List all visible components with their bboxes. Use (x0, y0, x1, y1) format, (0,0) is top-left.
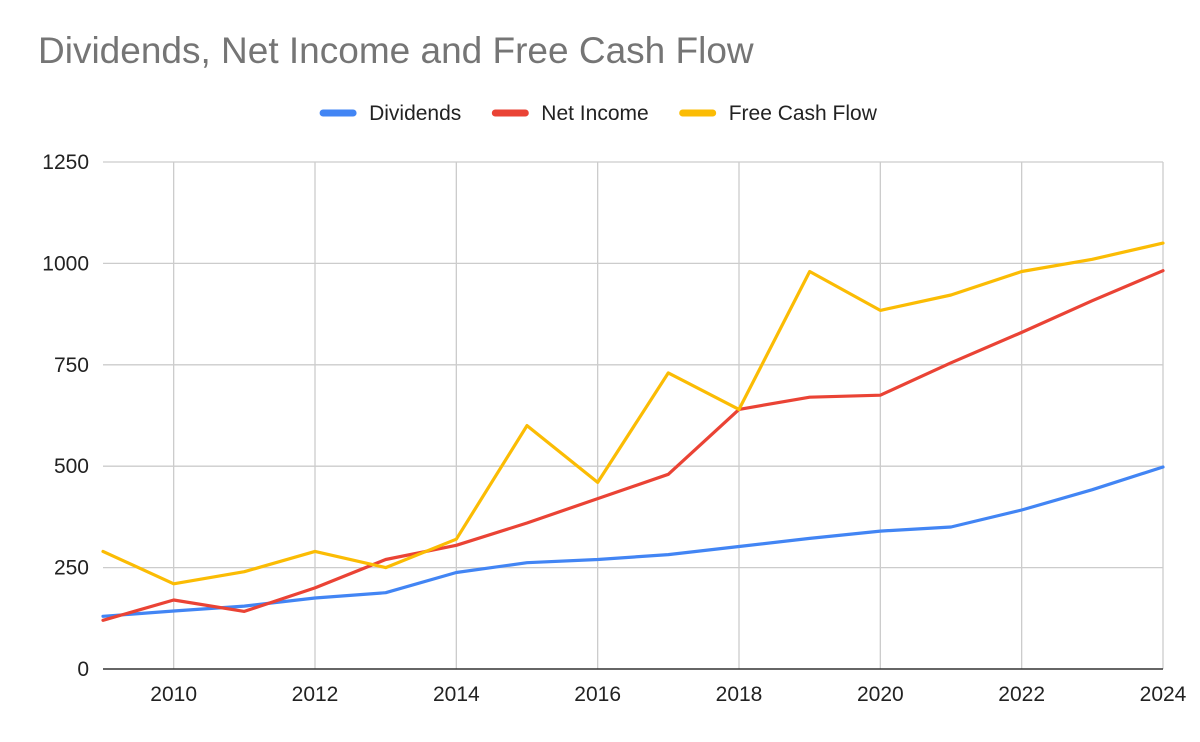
x-tick-label: 2016 (574, 683, 621, 706)
legend-label: Dividends (369, 102, 461, 125)
y-tick-label: 0 (77, 658, 89, 681)
grid (103, 161, 1164, 669)
x-tick-label: 2012 (292, 683, 339, 706)
legend-label: Free Cash Flow (729, 102, 878, 125)
x-tick-label: 2020 (857, 683, 904, 706)
x-tick-label: 2010 (150, 683, 197, 706)
series-lines (101, 241, 1165, 622)
chart-title: Dividends, Net Income and Free Cash Flow (38, 30, 754, 71)
x-tick-label: 2018 (716, 683, 763, 706)
legend: Dividends Net Income Free Cash Flow (319, 102, 878, 125)
x-tick-label: 2014 (433, 683, 480, 706)
legend-label: Net Income (541, 102, 648, 125)
series-line-net-income (101, 269, 1165, 622)
series-line-free-cash-flow (101, 241, 1165, 586)
y-tick-label: 1000 (42, 252, 89, 275)
axes: 0 250 500 750 1000 1250 2010 2012 2014 2016 2018 20… (42, 151, 1186, 706)
series-line-dividends (101, 465, 1165, 618)
y-tick-label: 750 (54, 354, 89, 377)
x-tick-label: 2022 (998, 683, 1045, 706)
y-tick-label: 500 (54, 455, 89, 478)
x-tick-label: 2024 (1140, 683, 1187, 706)
y-tick-label: 1250 (42, 151, 89, 174)
y-tick-label: 250 (54, 557, 89, 580)
